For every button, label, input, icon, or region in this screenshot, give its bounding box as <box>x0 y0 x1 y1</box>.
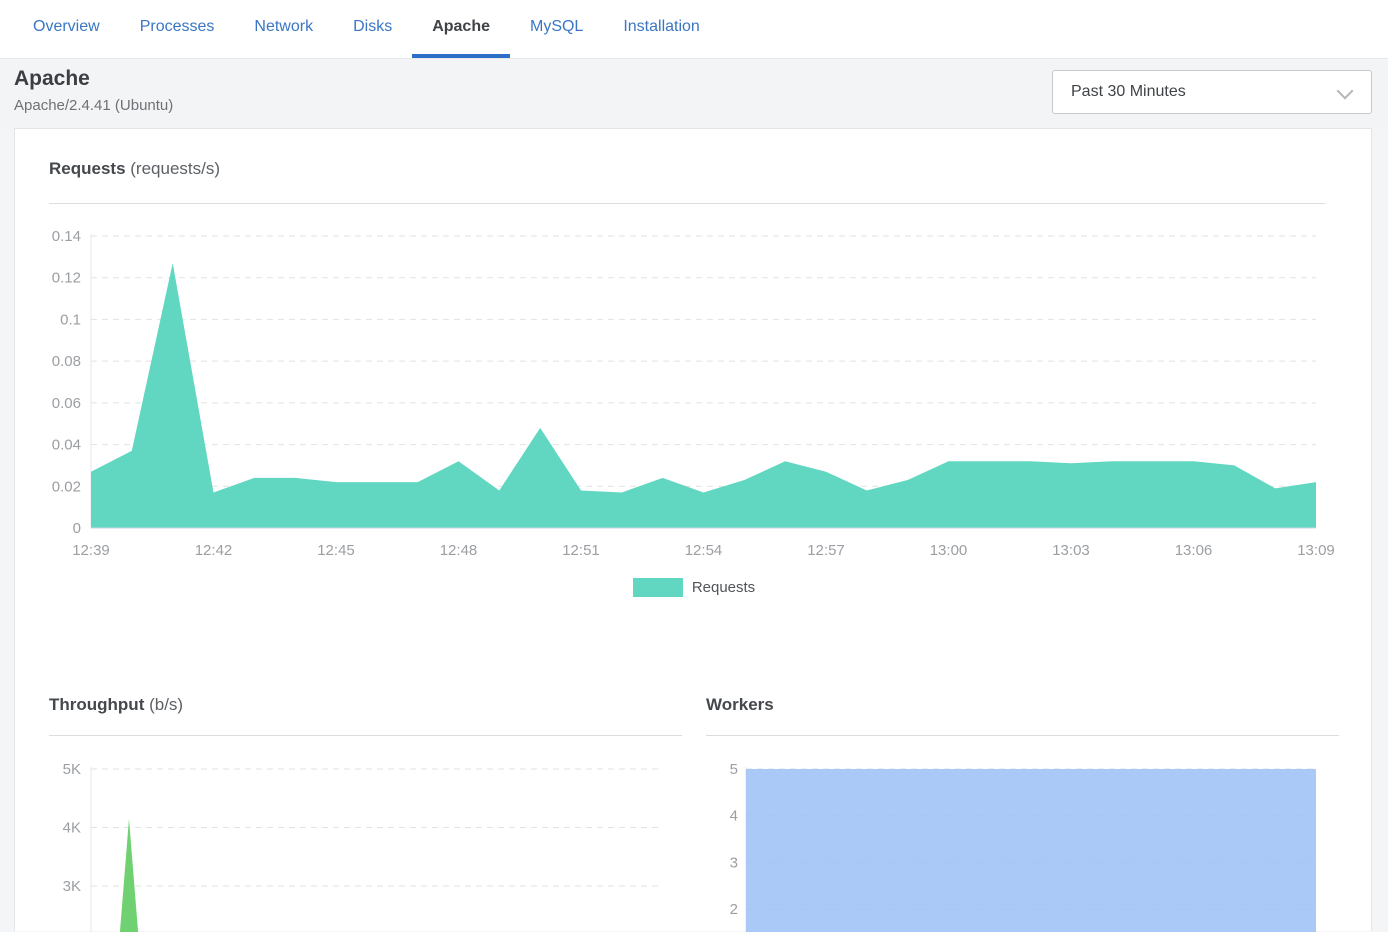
tab-apache[interactable]: Apache <box>412 0 510 58</box>
tab-network[interactable]: Network <box>254 18 314 35</box>
workers-area-chart[interactable]: 2 3 4 5 <box>701 746 1373 932</box>
workers-chart-title: Workers <box>706 695 774 714</box>
svg-text:12:48: 12:48 <box>440 542 478 559</box>
svg-text:0.12: 0.12 <box>52 270 81 287</box>
svg-text:2: 2 <box>730 901 738 918</box>
svg-text:5: 5 <box>730 761 738 778</box>
svg-text:5K: 5K <box>63 761 81 778</box>
svg-text:0.14: 0.14 <box>52 228 81 245</box>
svg-text:12:42: 12:42 <box>195 542 233 559</box>
svg-text:12:51: 12:51 <box>562 542 600 559</box>
svg-text:13:00: 13:00 <box>930 542 968 559</box>
tab-processes[interactable]: Processes <box>139 18 215 35</box>
requests-chart-title: Requests (requests/s) <box>49 159 221 178</box>
legend-label: Requests <box>691 578 756 596</box>
legend-swatch <box>632 577 683 597</box>
svg-text:0.04: 0.04 <box>52 437 81 454</box>
svg-text:0.02: 0.02 <box>52 478 81 495</box>
requests-legend: Requests <box>15 577 1373 597</box>
time-range-value: Past 30 Minutes <box>1071 83 1186 100</box>
svg-text:4K: 4K <box>63 820 81 837</box>
chevron-down-icon <box>1336 82 1354 100</box>
tab-installation[interactable]: Installation <box>623 18 700 35</box>
svg-text:13:06: 13:06 <box>1175 542 1213 559</box>
divider <box>49 735 682 736</box>
content-card: Requests (requests/s) 0 0.02 0.04 0.06 0.08 0… <box>14 128 1373 932</box>
page-header: Apache Apache/2.4.41 (Ubuntu) Past 30 Mi… <box>0 59 1388 128</box>
svg-text:3K: 3K <box>63 878 81 895</box>
divider <box>49 203 1325 204</box>
tab-disks[interactable]: Disks <box>353 18 393 35</box>
svg-text:12:45: 12:45 <box>317 542 355 559</box>
svg-text:12:57: 12:57 <box>807 542 845 559</box>
svg-text:4: 4 <box>730 808 738 825</box>
svg-text:13:09: 13:09 <box>1297 542 1335 559</box>
svg-text:12:39: 12:39 <box>72 542 110 559</box>
svg-text:0.08: 0.08 <box>52 353 81 370</box>
time-range-select[interactable]: Past 30 Minutes <box>1052 70 1372 114</box>
tab-mysql[interactable]: MySQL <box>529 18 584 35</box>
tab-bar: Overview Processes Network Disks Apache MySQL… <box>0 0 1388 59</box>
svg-text:12:54: 12:54 <box>685 542 723 559</box>
requests-area-chart[interactable]: 0 0.02 0.04 0.06 0.08 0.1 0.12 0.14 12:39 12:42 12… <box>15 216 1373 566</box>
svg-text:0: 0 <box>73 520 81 537</box>
server-version: Apache/2.4.41 (Ubuntu) <box>14 97 174 114</box>
svg-text:0.06: 0.06 <box>52 395 81 412</box>
divider <box>706 735 1339 736</box>
throughput-area-chart[interactable]: 3K 4K 5K <box>15 746 715 932</box>
svg-text:3: 3 <box>730 854 738 871</box>
throughput-chart-title: Throughput (b/s) <box>49 695 184 714</box>
svg-text:0.1: 0.1 <box>60 311 81 328</box>
svg-text:13:03: 13:03 <box>1052 542 1090 559</box>
page-title: Apache <box>14 67 90 90</box>
tab-overview[interactable]: Overview <box>33 18 100 35</box>
